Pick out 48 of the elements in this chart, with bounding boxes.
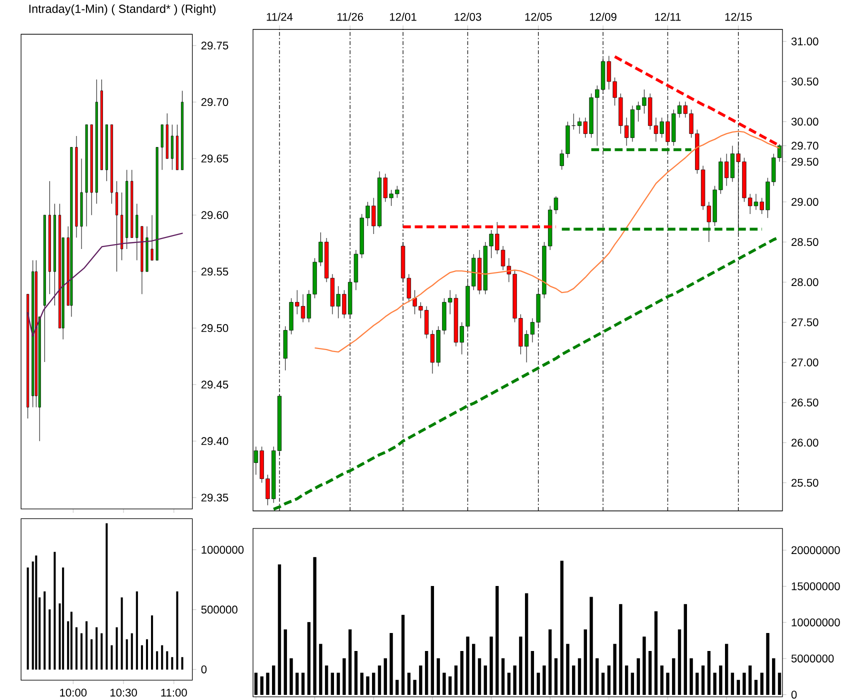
x-tick-label: 11/26 — [337, 12, 364, 21]
y-tick-label: 29.70 — [792, 142, 818, 150]
y-tick-label: 29.50 — [201, 324, 228, 332]
y-tick-label: 29.60 — [201, 211, 228, 220]
x-tick-label: 12/09 — [590, 12, 616, 21]
y-tick-label: 10000000 — [792, 618, 840, 626]
y-tick-label: 29.00 — [792, 198, 818, 206]
x-tick-label: 12/05 — [525, 12, 552, 21]
x-tick-label: 11/24 — [266, 12, 293, 21]
y-tick-label: 29.65 — [201, 154, 228, 163]
y-tick-label: 28.00 — [792, 278, 818, 286]
y-tick-label: 30.00 — [791, 118, 818, 126]
x-tick-label: 11:00 — [161, 688, 187, 697]
y-tick-label: 29.50 — [792, 158, 818, 166]
y-tick-label: 29.35 — [201, 494, 228, 502]
candlestick — [160, 124, 164, 170]
x-tick-label: 10:30 — [110, 688, 137, 697]
y-tick-label: 26.00 — [792, 438, 818, 447]
candlestick — [116, 181, 118, 272]
candlestick — [170, 124, 174, 170]
x-tick-label: 12/01 — [390, 12, 416, 21]
chart-title: Intraday(1-Min) ( Standard* ) (Right) — [29, 4, 216, 16]
x-tick-label: 10:00 — [60, 688, 87, 697]
y-tick-label: 26.50 — [792, 398, 818, 407]
x-tick-label: 12/11 — [655, 12, 681, 21]
y-tick-label: 29.45 — [201, 380, 228, 389]
candlestick — [150, 214, 154, 261]
y-tick-label: 29.55 — [201, 268, 228, 276]
y-tick-label: 29.75 — [201, 42, 228, 50]
y-tick-label: 0 — [201, 666, 207, 674]
y-tick-label: 29.70 — [201, 98, 228, 106]
y-tick-label: 28.50 — [792, 238, 818, 246]
y-tick-label: 31.00 — [791, 38, 818, 46]
x-tick-label: 12/15 — [725, 12, 752, 21]
y-tick-label: 5000000 — [791, 654, 834, 663]
candlestick — [136, 204, 138, 261]
y-tick-label: 20000000 — [792, 546, 840, 554]
line-series — [27, 232, 184, 337]
y-tick-label: 15000000 — [792, 582, 840, 590]
y-tick-label: 29.40 — [201, 437, 228, 446]
y-tick-label: 27.00 — [792, 358, 818, 366]
y-tick-label: 30.50 — [791, 78, 818, 86]
y-tick-label: 1000000 — [202, 546, 244, 554]
x-tick-label: 12/03 — [454, 12, 482, 21]
y-tick-label: 27.50 — [792, 318, 818, 326]
y-tick-label: 0 — [791, 690, 797, 699]
y-tick-label: 500000 — [201, 606, 238, 614]
y-tick-label: 25.50 — [792, 478, 818, 487]
